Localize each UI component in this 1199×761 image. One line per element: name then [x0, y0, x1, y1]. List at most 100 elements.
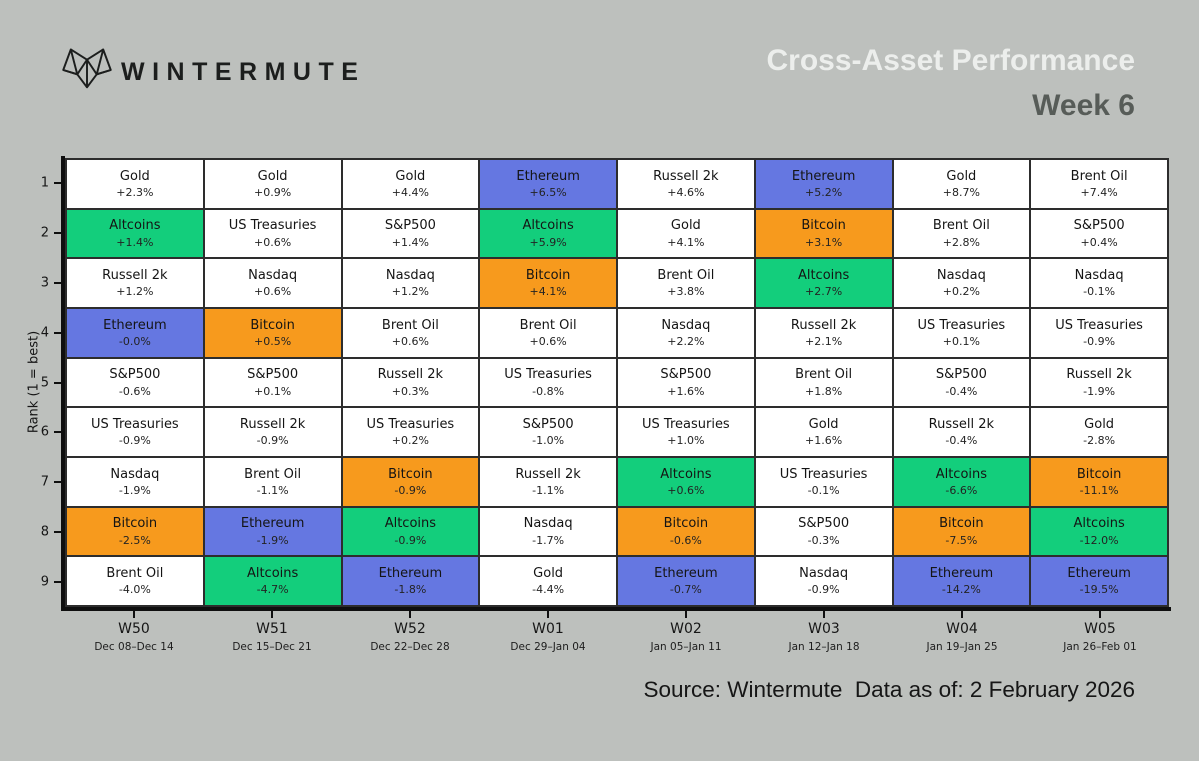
- rank-cell: Brent Oil +0.6%: [480, 309, 616, 357]
- cell-asset-change: +2.1%: [805, 334, 843, 348]
- cell-asset-name: Altcoins: [522, 218, 574, 234]
- cell-asset-change: +0.6%: [254, 235, 292, 249]
- cell-asset-change: -7.5%: [945, 533, 978, 547]
- rank-cell: Gold +1.6%: [755, 408, 892, 456]
- rank-cell: Brent Oil +7.4%: [1031, 160, 1167, 208]
- cell-asset-name: Russell 2k: [928, 417, 995, 433]
- rank-cell: Ethereum -0.7%: [618, 557, 754, 605]
- rank-cell: Altcoins +2.7%: [755, 259, 892, 307]
- rank-cell: US Treasuries -0.8%: [480, 358, 616, 407]
- cell-asset-change: -1.9%: [256, 533, 289, 547]
- y-axis-label: Rank (1 = best): [26, 330, 42, 434]
- week-tick: [685, 611, 687, 618]
- week-tick-label: W02 Jan 05–Jan 11: [650, 621, 721, 653]
- week-tick: [1099, 611, 1101, 618]
- rank-cell: Gold +0.9%: [204, 160, 341, 208]
- cell-asset-change: -6.6%: [945, 483, 978, 497]
- cell-asset-name: Bitcoin: [388, 466, 433, 482]
- rank-cell: Russell 2k +2.1%: [755, 309, 892, 357]
- cell-asset-change: +0.5%: [254, 334, 292, 348]
- cell-asset-name: Brent Oil: [106, 566, 164, 582]
- cell-asset-change: +0.3%: [391, 384, 429, 398]
- cell-asset-change: +1.6%: [805, 434, 843, 448]
- rank-tick: [54, 181, 61, 184]
- rank-cell: Ethereum -1.9%: [204, 507, 341, 556]
- cell-asset-name: S&P500: [522, 417, 574, 433]
- cell-asset-name: Ethereum: [516, 168, 580, 184]
- rank-tick: [54, 231, 61, 234]
- cell-asset-change: +0.4%: [1080, 235, 1118, 249]
- cell-asset-change: +1.2%: [116, 285, 154, 299]
- week-tick-label: W05 Jan 26–Feb 01: [1063, 621, 1136, 653]
- rank-cell: Bitcoin -11.1%: [1031, 458, 1167, 506]
- cell-asset-name: Brent Oil: [244, 466, 302, 482]
- rank-cell: Bitcoin -0.6%: [618, 507, 754, 556]
- cell-asset-name: Ethereum: [378, 566, 443, 582]
- source-note: Source: Wintermute Data as of: 2 Februar…: [643, 677, 1135, 702]
- ranking-grid: Gold +2.3% Gold +0.9% Gold +4.4% Ethereum +6.5%…: [41, 156, 1171, 653]
- cell-asset-change: -2.5%: [118, 533, 151, 547]
- rank-cell: Brent Oil -1.1%: [204, 458, 341, 506]
- cell-asset-name: US Treasuries: [917, 317, 1006, 333]
- rank-cell: Bitcoin -0.9%: [342, 458, 479, 506]
- week-date-range: Dec 22–Dec 28: [370, 641, 450, 653]
- rank-cell: US Treasuries +0.1%: [893, 309, 1030, 357]
- cell-asset-change: +1.6%: [667, 384, 705, 398]
- rank-cell: Ethereum -14.2%: [893, 557, 1030, 605]
- rank-cell: Gold -2.8%: [1031, 408, 1167, 456]
- rank-cell: Gold -4.4%: [480, 557, 616, 605]
- rank-cell: US Treasuries +0.2%: [342, 408, 479, 456]
- rank-cell: Russell 2k +0.3%: [342, 358, 479, 407]
- cell-asset-name: US Treasuries: [779, 466, 868, 482]
- rank-cell: Bitcoin +0.5%: [204, 309, 341, 357]
- cell-asset-change: -0.8%: [532, 384, 565, 398]
- cell-asset-change: -0.6%: [118, 384, 151, 398]
- rank-cell: Russell 2k +4.6%: [618, 160, 754, 208]
- cell-asset-change: -0.1%: [807, 483, 840, 497]
- rank-cell: Ethereum -0.0%: [67, 309, 203, 357]
- rank-cell: Altcoins -12.0%: [1031, 507, 1167, 556]
- week-code: W52: [394, 621, 426, 637]
- rank-cell: Ethereum -19.5%: [1031, 557, 1167, 605]
- cell-asset-name: Altcoins: [797, 268, 850, 284]
- rank-cell: Altcoins +5.9%: [480, 209, 616, 258]
- cell-asset-change: +1.8%: [805, 384, 843, 398]
- week-code: W02: [670, 621, 702, 637]
- rank-tick-label: 4: [40, 325, 49, 341]
- rank-tick-label: 6: [40, 424, 49, 440]
- cell-asset-change: +6.5%: [529, 185, 567, 199]
- rank-cell: Brent Oil +2.8%: [893, 209, 1030, 258]
- cell-asset-change: -4.7%: [256, 583, 289, 597]
- chart-title: Cross-Asset Performance: [766, 44, 1135, 77]
- rank-cell: Nasdaq -0.1%: [1031, 259, 1167, 307]
- rank-cell: S&P500 -0.6%: [67, 358, 203, 407]
- cell-asset-change: -0.9%: [394, 533, 427, 547]
- rank-cell: Nasdaq +1.2%: [342, 259, 479, 307]
- cell-asset-change: +5.9%: [529, 235, 567, 249]
- rank-cell: Russell 2k -0.4%: [893, 408, 1030, 456]
- cell-asset-name: Bitcoin: [250, 317, 295, 333]
- rank-tick: [54, 581, 61, 584]
- cell-asset-change: -4.4%: [532, 583, 565, 597]
- rank-tick: [54, 281, 61, 284]
- week-tick: [271, 611, 273, 618]
- cell-asset-change: -0.6%: [669, 533, 702, 547]
- cell-asset-name: Russell 2k: [1066, 367, 1132, 383]
- week-date-range: Jan 19–Jan 25: [926, 641, 998, 653]
- rank-cell: Nasdaq -1.9%: [67, 458, 203, 506]
- cell-asset-name: Bitcoin: [801, 218, 846, 234]
- cell-asset-name: Brent Oil: [1070, 168, 1128, 184]
- cell-asset-change: -4.0%: [118, 583, 151, 597]
- week-tick-label: W03 Jan 12–Jan 18: [788, 621, 859, 653]
- rank-cell: US Treasuries -0.1%: [755, 458, 892, 506]
- cell-asset-name: Gold: [670, 218, 701, 234]
- cell-asset-name: Gold: [1084, 417, 1115, 433]
- cell-asset-change: -1.7%: [532, 533, 565, 547]
- cell-asset-change: -0.3%: [807, 533, 840, 547]
- cell-asset-name: US Treasuries: [366, 417, 455, 433]
- week-tick-label: W01 Dec 29–Jan 04: [510, 621, 585, 653]
- wintermute-logo-icon: [62, 48, 112, 89]
- cell-asset-name: US Treasuries: [1055, 317, 1143, 333]
- cell-asset-change: +4.1%: [667, 235, 705, 249]
- week-tick: [133, 611, 135, 618]
